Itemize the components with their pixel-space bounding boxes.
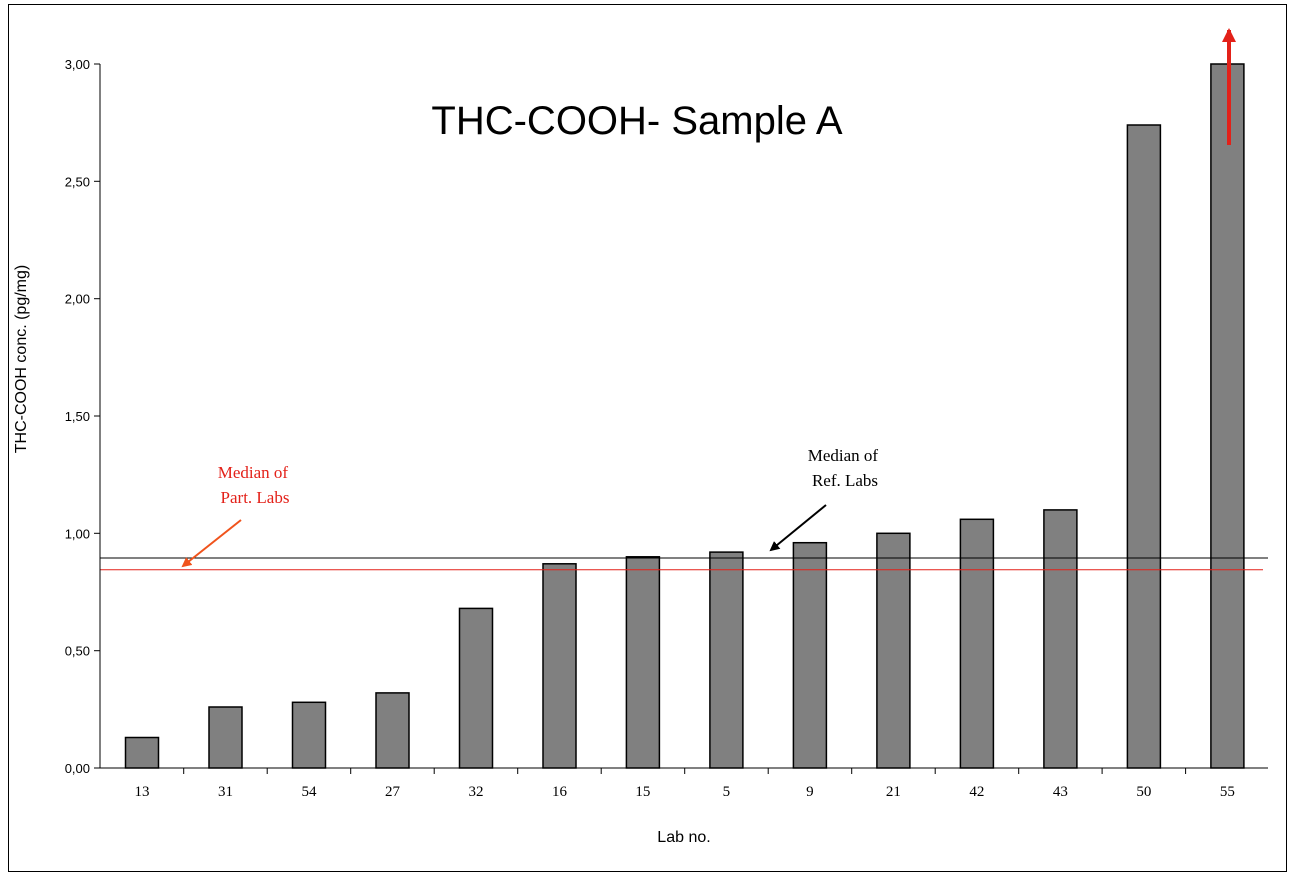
y-tick-label: 1,00 [65, 526, 90, 541]
y-tick-label: 0,00 [65, 761, 90, 776]
x-axis-title: Lab no. [657, 829, 710, 846]
ref-labs-annotation-line1: Median of [808, 446, 879, 465]
y-axis: 0,00 0,50 1,00 1,50 2,00 2,50 3,00 [65, 57, 101, 776]
x-tick-label: 42 [969, 784, 984, 800]
x-tick-label: 55 [1220, 784, 1235, 800]
y-tick-label: 1,50 [65, 409, 90, 424]
bar-lab-9 [792, 541, 828, 769]
bar-lab-16 [542, 563, 577, 769]
chart-title: THC-COOH- Sample A [431, 99, 842, 143]
bar-lab-43 [1043, 509, 1078, 769]
x-tick-label: 16 [552, 784, 568, 800]
y-tick-label: 0,50 [65, 644, 90, 659]
part-labs-annotation-arrow [181, 519, 242, 568]
bar-lab-32 [458, 607, 494, 769]
y-tick-label: 2,00 [65, 292, 90, 307]
x-tick-label: 54 [302, 784, 318, 800]
x-tick-label: 50 [1136, 784, 1151, 800]
x-tick-label: 27 [385, 784, 401, 800]
bar-lab-27 [375, 692, 410, 769]
x-tick-label: 15 [635, 784, 650, 800]
y-tick-label: 3,00 [65, 57, 90, 72]
bar-lab-5 [709, 551, 744, 769]
part-labs-annotation: Median of Part. Labs [218, 463, 293, 507]
x-tick-label: 21 [886, 784, 901, 800]
ref-labs-annotation-arrow [769, 504, 827, 552]
bar-lab-50 [1126, 124, 1162, 769]
ref-labs-annotation-line2: Ref. Labs [812, 471, 878, 490]
bar-lab-31 [208, 706, 243, 769]
part-labs-annotation-line2: Part. Labs [221, 488, 290, 507]
y-axis-title: THC-COOH conc. (pg/mg) [13, 265, 30, 453]
part-labs-annotation-line1: Median of [218, 463, 289, 482]
ref-labs-annotation: Median of Ref. Labs [808, 446, 883, 490]
x-tick-label: 13 [135, 784, 150, 800]
bar-lab-42 [959, 518, 995, 769]
bar-lab-54 [291, 701, 327, 769]
bar-lab-55 [1210, 63, 1245, 769]
bar-lab-13 [124, 736, 160, 769]
y-tick-label: 2,50 [65, 174, 90, 189]
bar-lab-21 [876, 532, 911, 769]
x-tick-label: 32 [469, 784, 484, 800]
x-tick-label: 31 [218, 784, 233, 800]
x-tick-label: 9 [806, 784, 814, 800]
bar-lab-15 [625, 556, 661, 769]
bars-group [124, 63, 1245, 769]
x-tick-label: 43 [1053, 784, 1068, 800]
x-axis: 13 31 54 27 32 16 15 5 9 21 42 43 50 55 [100, 767, 1268, 800]
x-tick-label: 5 [723, 784, 731, 800]
